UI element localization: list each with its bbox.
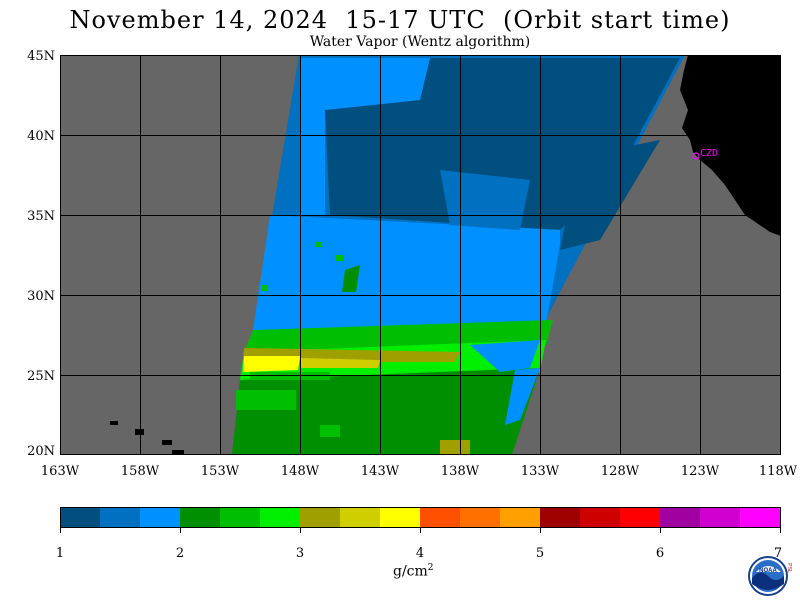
colorbar-segment: [300, 507, 341, 527]
colorbar-segment: [500, 507, 541, 527]
colorbar-segment: [140, 507, 181, 527]
lon-label: 128W: [601, 464, 640, 479]
unit-text: g/cm: [393, 563, 428, 580]
map-frame: [60, 55, 781, 455]
lon-label: 118W: [759, 464, 798, 479]
colorbar-segment: [460, 507, 501, 527]
colorbar-unit-label: g/cm2: [393, 563, 434, 580]
colorbar-segment: [380, 507, 421, 527]
map-area: CZD: [60, 55, 781, 455]
colorbar-segment: [340, 507, 381, 527]
colorbar-tick-label: 2: [176, 546, 184, 561]
island-kauai: [110, 421, 118, 425]
lat-label: 35N: [27, 209, 55, 224]
colorbar-tick-label: 3: [296, 546, 304, 561]
latitude-labels: 45N 40N 35N 30N 25N 20N: [27, 49, 55, 459]
colorbar-tick-label: 6: [656, 546, 664, 561]
island-oahu: [135, 429, 144, 435]
colorbar-segment: [100, 507, 141, 527]
colorbar-segment: [540, 507, 581, 527]
colorbar-segment: [740, 507, 781, 527]
colorbar-segment: [180, 507, 221, 527]
colorbar-tick-label: 7: [774, 546, 782, 561]
map-title: November 14, 2024 15-17 UTC (Orbit start…: [69, 6, 731, 34]
water-vapor-swath: [232, 55, 685, 455]
unit-exponent: 2: [427, 563, 434, 573]
island-hawaii: [172, 450, 184, 455]
lat-label: 20N: [27, 444, 55, 459]
island-maui: [162, 440, 172, 445]
station-label: CZD: [700, 148, 718, 159]
lon-label: 153W: [201, 464, 240, 479]
map-subtitle: Water Vapor (Wentz algorithm): [309, 34, 531, 50]
land-mass: [680, 55, 781, 236]
lon-label: 133W: [521, 464, 560, 479]
graticule: [60, 55, 781, 455]
colorbar-segment: [420, 507, 461, 527]
colorbar-tick-label: 1: [56, 546, 64, 561]
colorbar-tick-labels: 1 2 3 4 5 6 7: [56, 546, 782, 561]
longitude-labels: 163W 158W 153W 148W 143W 138W 133W 128W …: [41, 464, 798, 479]
logo-side-text: PSL: [786, 563, 792, 573]
colorbar-segment: [260, 507, 301, 527]
lon-label: 143W: [361, 464, 400, 479]
colorbar-tick-label: 4: [416, 546, 424, 561]
lat-label: 45N: [27, 49, 55, 64]
lat-label: 40N: [27, 129, 55, 144]
lat-label: 30N: [27, 289, 55, 304]
colorbar: [60, 507, 781, 533]
logo-text: NOAA: [759, 568, 777, 574]
lon-label: 138W: [441, 464, 480, 479]
station-marker: CZD: [692, 148, 718, 160]
colorbar-segment: [660, 507, 701, 527]
colorbar-segment: [220, 507, 261, 527]
lon-label: 158W: [121, 464, 160, 479]
colorbar-segment: [700, 507, 741, 527]
lon-label: 123W: [681, 464, 720, 479]
colorbar-segment: [60, 507, 101, 527]
colorbar-tick-label: 5: [536, 546, 544, 561]
lon-label: 163W: [41, 464, 80, 479]
lat-label: 25N: [27, 369, 55, 384]
lon-label: 148W: [281, 464, 320, 479]
colorbar-segment: [620, 507, 661, 527]
colorbar-segment: [580, 507, 621, 527]
noaa-logo: NOAA PSL: [748, 556, 792, 596]
